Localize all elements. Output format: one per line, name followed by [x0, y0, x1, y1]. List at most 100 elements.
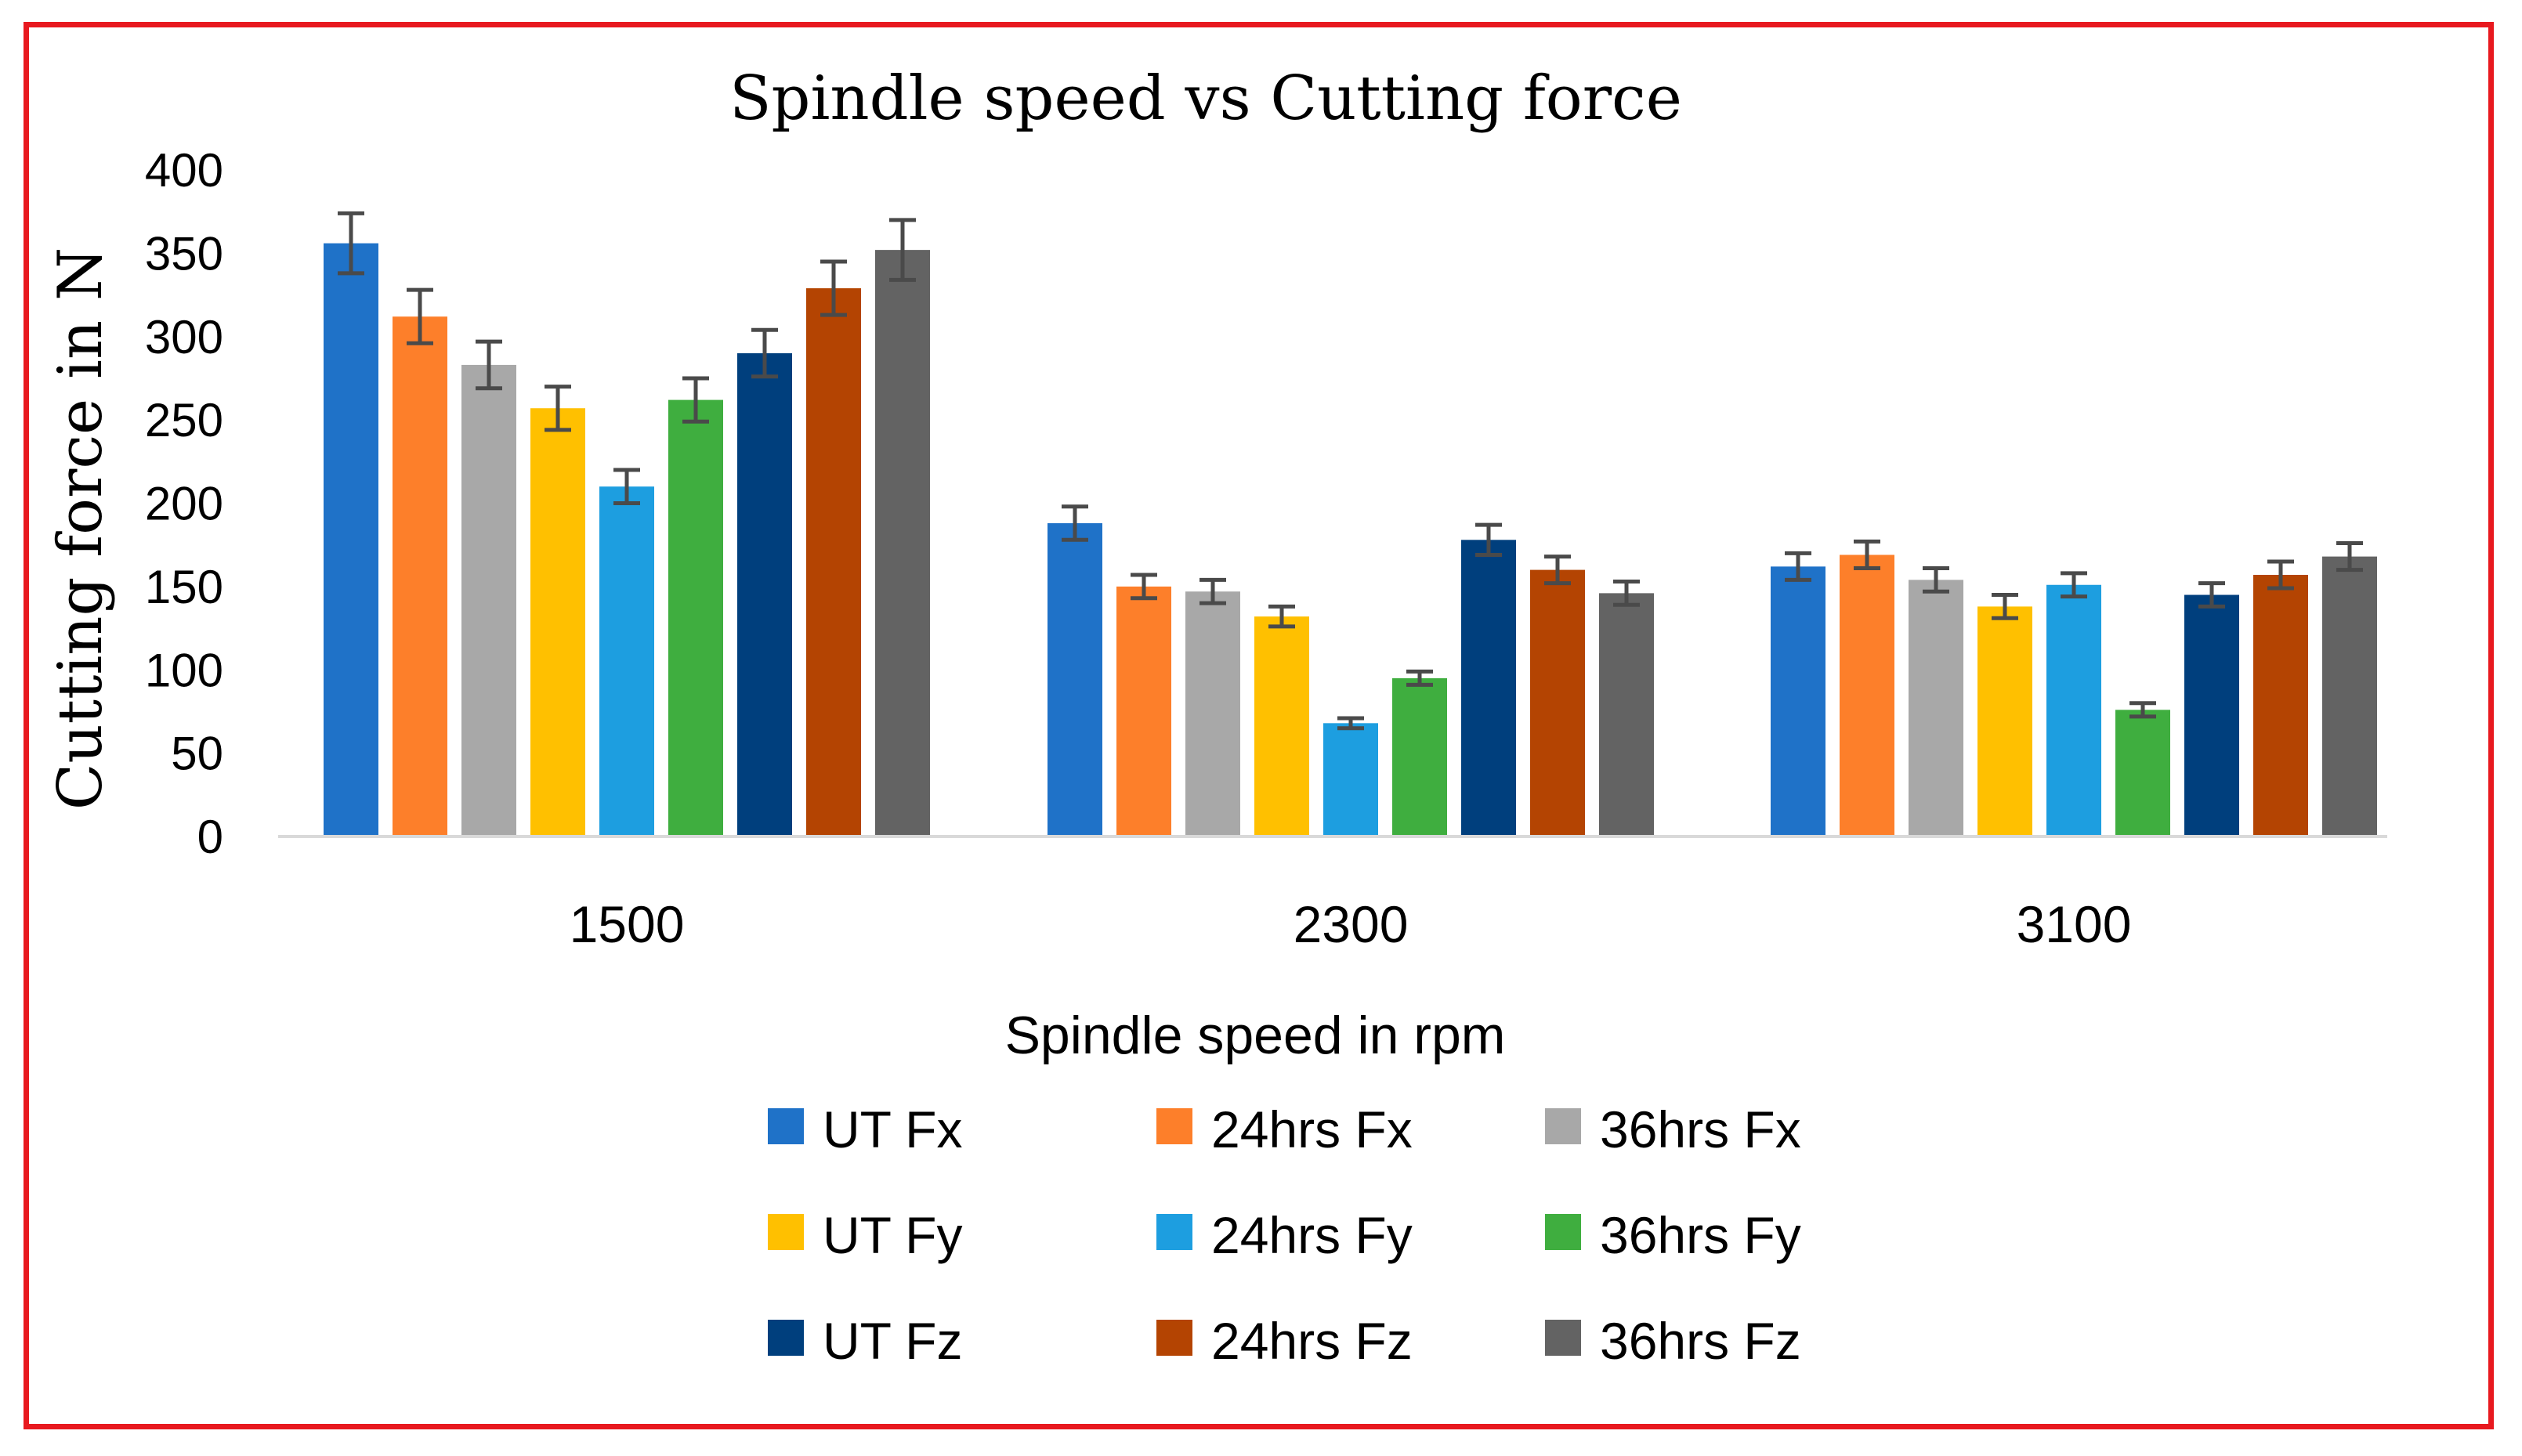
bar-24hrs-fx-2300	[1116, 586, 1171, 836]
error-bar-36hrs-fz-3100	[2336, 541, 2363, 573]
legend-item-ut-fx: UT Fx	[768, 1100, 962, 1158]
error-bar-36hrs-fx-1500	[476, 339, 502, 391]
y-tick-label: 50	[171, 728, 223, 780]
bar-36hrs-fx-3100	[1909, 580, 1963, 836]
bar-ut-fz-1500	[737, 353, 792, 836]
error-bar-24hrs-fx-2300	[1131, 573, 1157, 601]
y-tick-label: 200	[145, 478, 223, 530]
legend-swatch	[1156, 1108, 1192, 1144]
legend-label: UT Fz	[823, 1312, 962, 1370]
error-bar-ut-fx-3100	[1785, 551, 1811, 582]
y-tick-label: 250	[145, 394, 223, 446]
legend-label: 24hrs Fx	[1211, 1100, 1413, 1158]
x-axis-label: Spindle speed in rpm	[1005, 1006, 1506, 1065]
legend-swatch	[1545, 1214, 1581, 1250]
bar-24hrs-fy-1500	[599, 486, 654, 836]
bar-24hrs-fz-1500	[806, 288, 861, 836]
chart-title: Spindle speed vs Cutting force	[729, 63, 1682, 134]
error-bar-36hrs-fx-2300	[1199, 577, 1226, 605]
error-bar-ut-fz-1500	[751, 327, 778, 379]
legend-item-24hrs-fy: 24hrs Fy	[1156, 1206, 1413, 1264]
legend-swatch	[1545, 1108, 1581, 1144]
error-bar-24hrs-fz-2300	[1544, 555, 1571, 586]
legend-swatch	[768, 1214, 804, 1250]
bar-ut-fx-2300	[1048, 523, 1102, 836]
category-label-2300: 2300	[1294, 895, 1409, 953]
bar-ut-fy-1500	[530, 408, 585, 836]
error-bar-36hrs-fy-3100	[2129, 701, 2156, 719]
legend-item-24hrs-fx: 24hrs Fx	[1156, 1100, 1413, 1158]
bar-group-1500	[324, 243, 930, 837]
error-bar-24hrs-fx-3100	[1854, 539, 1880, 570]
legend-swatch	[1545, 1320, 1581, 1356]
bar-groups	[324, 243, 2377, 837]
bar-36hrs-fy-3100	[2115, 710, 2170, 836]
legend: UT Fx 24hrs Fx 36hrs Fx UT Fy 24hrs Fy 36hrs …	[768, 1100, 1801, 1370]
legend-label: 36hrs Fx	[1600, 1100, 1801, 1158]
y-axis-label: Cutting force in N	[45, 247, 116, 811]
error-bar-36hrs-fy-2300	[1406, 669, 1433, 687]
bar-ut-fx-1500	[324, 243, 378, 836]
legend-item-24hrs-fz: 24hrs Fz	[1156, 1312, 1413, 1370]
bar-36hrs-fy-2300	[1392, 677, 1447, 836]
chart-frame: Spindle speed vs Cutting force Cutting f…	[24, 22, 2494, 1429]
bar-ut-fy-3100	[1977, 606, 2032, 836]
y-tick-label: 350	[145, 227, 223, 280]
bar-ut-fy-2300	[1254, 616, 1309, 836]
error-bar-ut-fx-2300	[1062, 504, 1088, 542]
legend-label: UT Fx	[823, 1100, 962, 1158]
legend-label: 36hrs Fy	[1600, 1206, 1801, 1264]
category-label-1500: 1500	[570, 895, 685, 953]
error-bar-36hrs-fz-2300	[1613, 579, 1640, 607]
bar-36hrs-fx-1500	[461, 364, 516, 837]
error-bar-ut-fx-1500	[338, 211, 364, 276]
bar-36hrs-fz-2300	[1599, 593, 1654, 836]
category-labels: 1500 2300 3100	[570, 895, 2132, 953]
legend-label: UT Fy	[823, 1206, 962, 1264]
bar-group-2300	[1048, 523, 1654, 836]
legend-label: 24hrs Fz	[1211, 1312, 1413, 1370]
error-bar-24hrs-fz-3100	[2267, 559, 2294, 591]
category-label-3100: 3100	[2017, 895, 2132, 953]
error-bar-24hrs-fy-1500	[613, 468, 640, 505]
error-bar-24hrs-fz-1500	[820, 259, 847, 317]
legend-swatch	[1156, 1320, 1192, 1356]
bar-group-3100	[1771, 555, 2377, 836]
error-bar-36hrs-fy-1500	[682, 376, 709, 424]
legend-item-36hrs-fz: 36hrs Fz	[1545, 1312, 1801, 1370]
y-tick-label: 150	[145, 561, 223, 613]
error-bar-ut-fy-3100	[1992, 593, 2018, 620]
bar-24hrs-fx-1500	[393, 316, 447, 837]
y-tick-label: 0	[197, 811, 223, 863]
bar-36hrs-fz-3100	[2322, 556, 2377, 836]
bar-36hrs-fx-2300	[1185, 591, 1240, 836]
error-bar-24hrs-fy-3100	[2061, 571, 2087, 599]
error-bar-ut-fz-2300	[1475, 522, 1502, 557]
y-tick-labels: 0 50 100 150 200 250 300 350 400	[145, 144, 223, 863]
bar-ut-fz-2300	[1461, 540, 1516, 836]
bar-ut-fz-3100	[2184, 594, 2239, 836]
bar-ut-fx-3100	[1771, 566, 1825, 836]
error-bar-24hrs-fx-1500	[407, 287, 433, 345]
legend-item-ut-fy: UT Fy	[768, 1206, 962, 1264]
bar-36hrs-fz-1500	[875, 250, 930, 836]
legend-item-36hrs-fy: 36hrs Fy	[1545, 1206, 1801, 1264]
bar-24hrs-fy-2300	[1323, 723, 1378, 836]
error-bar-36hrs-fz-1500	[889, 218, 916, 282]
legend-item-36hrs-fx: 36hrs Fx	[1545, 1100, 1801, 1158]
legend-swatch	[768, 1108, 804, 1144]
legend-label: 36hrs Fz	[1600, 1312, 1801, 1370]
legend-label: 24hrs Fy	[1211, 1206, 1413, 1264]
y-tick-label: 100	[145, 644, 223, 696]
bar-24hrs-fz-3100	[2253, 574, 2308, 836]
legend-swatch	[768, 1320, 804, 1356]
bar-24hrs-fy-3100	[2046, 584, 2101, 836]
y-tick-label: 400	[145, 144, 223, 197]
error-bar-36hrs-fx-3100	[1923, 565, 1949, 594]
error-bars	[338, 211, 2363, 731]
legend-item-ut-fz: UT Fz	[768, 1312, 962, 1370]
y-tick-label: 300	[145, 311, 223, 363]
error-bar-ut-fy-2300	[1268, 604, 1295, 629]
error-bar-ut-fz-3100	[2198, 581, 2225, 609]
bar-36hrs-fy-1500	[668, 399, 723, 837]
